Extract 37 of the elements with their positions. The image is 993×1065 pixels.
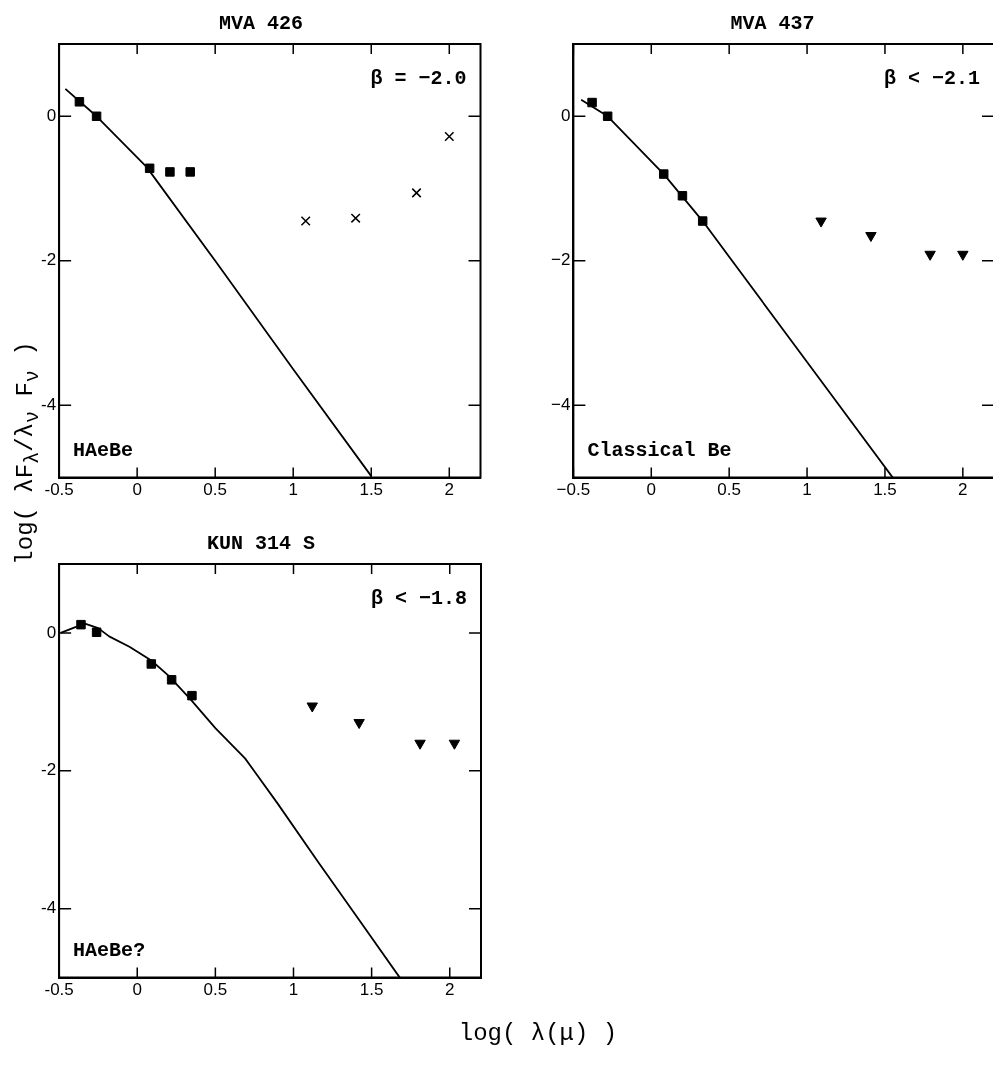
x-tick-label: 1.5 (359, 480, 384, 500)
y-tick-label: −4 (550, 395, 571, 415)
annotation: β < −1.8 (370, 587, 467, 610)
x-axis-title: log( λ(μ) ) (458, 1019, 618, 1047)
x-tick-label: 0 (132, 480, 142, 500)
y-tick-label: −2 (550, 250, 571, 270)
y-tick-label: -2 (40, 250, 57, 270)
x-tick-label: 2 (958, 480, 968, 500)
x-tick-label: 1.5 (359, 980, 384, 1000)
annotation: β = −2.0 (370, 67, 467, 90)
annotation: HAeBe? (73, 938, 146, 962)
x-tick-label: 0 (646, 480, 657, 500)
x-tick-label: 0.5 (203, 980, 228, 1000)
y-tick-label: -2 (40, 760, 57, 780)
x-tick-label: -0.5 (44, 980, 74, 1000)
y-tick-label: 0 (46, 105, 57, 125)
annotation: β < −2.1 (883, 67, 980, 90)
x-tick-label: 1.5 (873, 480, 897, 500)
y-tick-label: 0 (46, 622, 57, 642)
chart-title: KUN 314 S (206, 532, 316, 556)
x-tick-label: 2 (445, 980, 455, 1000)
x-tick-label: 0 (132, 980, 142, 1000)
y-tick-label: -4 (40, 395, 57, 415)
x-tick-label: 1 (288, 980, 299, 1000)
chart-title: MVA 437 (730, 12, 815, 36)
x-tick-label: 2 (444, 480, 455, 500)
x-tick-label: 0.5 (717, 480, 741, 500)
chart-title: MVA 426 (218, 12, 304, 36)
annotation: Classical Be (587, 438, 732, 462)
y-tick-label: 0 (560, 105, 571, 125)
x-tick-label: 1 (802, 480, 812, 500)
x-tick-label: -0.5 (44, 480, 74, 500)
x-tick-label: 1 (288, 480, 298, 500)
annotation: HAeBe (73, 438, 134, 462)
x-tick-label: −0.5 (556, 480, 591, 500)
x-tick-label: 0.5 (203, 480, 227, 500)
y-tick-label: -4 (40, 898, 57, 918)
